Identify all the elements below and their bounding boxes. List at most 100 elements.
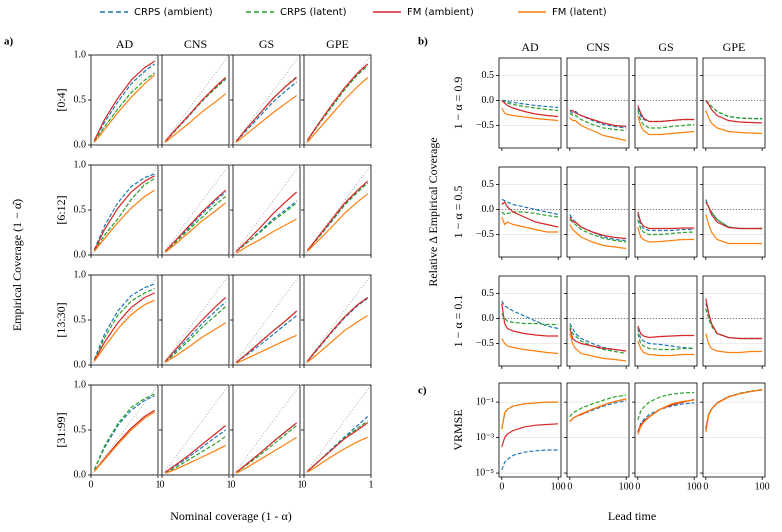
- y-axis-label: Relative Δ Empirical Coverage: [426, 137, 440, 286]
- series-line: [637, 391, 695, 421]
- x-tick-label: 100: [551, 481, 566, 492]
- column-title: AD: [521, 40, 539, 54]
- y-tick-label: 0.0: [74, 249, 87, 260]
- series-line: [93, 395, 155, 470]
- series-line: [306, 314, 368, 363]
- y-tick-label: 1.0: [74, 49, 87, 60]
- x-tick-label: 0: [635, 481, 640, 492]
- series-line: [235, 95, 297, 143]
- series-line: [705, 100, 763, 124]
- reference-line: [232, 274, 301, 366]
- x-tick-label: 0: [160, 479, 165, 490]
- plot-frame: [634, 57, 698, 149]
- y-tick-label: 10⁻¹: [476, 396, 494, 407]
- series-line: [637, 398, 695, 433]
- series-line: [235, 310, 298, 363]
- series-line: [705, 298, 763, 340]
- reference-line: [232, 384, 301, 476]
- series-line: [501, 401, 559, 430]
- series-line: [705, 110, 763, 135]
- plot-frame: [90, 54, 159, 146]
- column-title: GPE: [723, 40, 746, 54]
- legend-label: FM (latent): [552, 7, 607, 18]
- plot-frame: [566, 382, 630, 478]
- series-line: [306, 65, 369, 141]
- plot-frame: [161, 54, 230, 146]
- series-line: [637, 399, 695, 435]
- series-line: [637, 211, 695, 230]
- column-title: GS: [658, 40, 673, 54]
- series-line: [569, 219, 627, 243]
- panel-label: c): [418, 385, 427, 397]
- y-tick-label: 1.0: [74, 159, 87, 170]
- series-line: [164, 191, 227, 252]
- y-tick-label: 0.5: [74, 94, 87, 105]
- x-tick-label: 0: [703, 481, 708, 492]
- series-line: [164, 301, 227, 362]
- series-line: [637, 219, 695, 236]
- x-tick-label: 0: [302, 479, 307, 490]
- series-line: [306, 182, 369, 251]
- plot-frame: [232, 54, 301, 146]
- plot-frame: [90, 164, 159, 256]
- series-line: [705, 333, 763, 354]
- series-line: [164, 306, 227, 363]
- series-line: [569, 398, 627, 422]
- y-tick-label: 0.0: [74, 469, 87, 480]
- series-line: [501, 99, 559, 109]
- series-line: [164, 77, 227, 142]
- plot-frame: [303, 164, 372, 256]
- series-line: [501, 198, 559, 216]
- plot-frame: [634, 166, 698, 258]
- series-line: [501, 313, 559, 326]
- series-line: [165, 444, 226, 474]
- plot-frame: [232, 274, 301, 366]
- plot-frame: [498, 57, 562, 149]
- series-line: [569, 214, 627, 242]
- x-axis-label: Nominal coverage (1 - α): [170, 509, 292, 523]
- series-line: [501, 423, 559, 448]
- series-line: [235, 81, 298, 142]
- series-line: [93, 175, 155, 251]
- column-title: CNS: [586, 40, 609, 54]
- series-line: [501, 201, 559, 228]
- plot-frame: [303, 54, 372, 146]
- series-line: [501, 401, 559, 430]
- series-line: [306, 420, 368, 472]
- series-line: [164, 78, 227, 142]
- series-line: [637, 226, 695, 243]
- series-line: [501, 99, 559, 112]
- series-line: [306, 297, 368, 362]
- row-label: [31:99]: [54, 412, 68, 447]
- x-tick-label: 1: [156, 479, 161, 490]
- plot-frame: [498, 275, 562, 367]
- series-line: [705, 214, 763, 245]
- series-line: [569, 323, 627, 352]
- legend-label: CRPS (ambient): [134, 7, 213, 18]
- series-line: [569, 216, 627, 240]
- series-line: [501, 100, 559, 118]
- series-line: [569, 109, 627, 128]
- series-line: [236, 436, 297, 474]
- column-title: AD: [116, 37, 134, 51]
- series-line: [307, 436, 368, 473]
- y-tick-label: 0.0: [74, 139, 87, 150]
- series-line: [501, 303, 559, 337]
- series-line: [236, 425, 298, 473]
- y-axis-label: VRMSE: [451, 409, 465, 450]
- y-tick-label: 0.5: [482, 70, 495, 81]
- x-tick-label: 1: [227, 479, 232, 490]
- series-line: [501, 338, 559, 355]
- y-tick-label: 0.0: [482, 313, 495, 324]
- series-line: [165, 425, 227, 473]
- plot-frame: [498, 382, 562, 478]
- series-line: [637, 340, 695, 357]
- series-line: [705, 308, 763, 340]
- series-line: [306, 422, 368, 472]
- series-line: [637, 115, 695, 136]
- series-line: [235, 191, 298, 252]
- series-line: [236, 218, 297, 254]
- series-line: [569, 328, 627, 352]
- x-tick-label: 1: [298, 479, 303, 490]
- series-line: [501, 449, 559, 471]
